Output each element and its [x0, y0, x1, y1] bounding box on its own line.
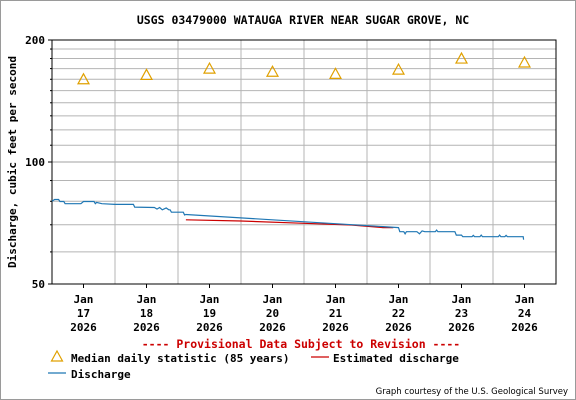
y-tick-label: 100	[25, 156, 45, 169]
series-line-discharge	[51, 198, 525, 240]
x-tick-label: 24	[518, 307, 532, 320]
legend: Median daily statistic (85 years) Estima…	[48, 349, 459, 381]
x-tick-label: Jan	[137, 293, 157, 306]
median-triangle-marker	[328, 67, 343, 79]
x-tick-label: 23	[455, 307, 468, 320]
x-tick-label: 2026	[70, 321, 97, 334]
x-tick-label: Jan	[515, 293, 535, 306]
x-tick-label: Jan	[326, 293, 346, 306]
y-tick-label: 200	[25, 34, 45, 47]
y-tick-label: 50	[32, 278, 45, 291]
x-tick-label: Jan	[452, 293, 472, 306]
x-tick-label: Jan	[263, 293, 283, 306]
x-tick-label: 21	[329, 307, 343, 320]
data-series	[51, 51, 532, 240]
provisional-notice: ---- Provisional Data Subject to Revisio…	[142, 337, 461, 351]
x-tick-label: 2026	[322, 321, 349, 334]
x-tick-label: 2026	[196, 321, 223, 334]
legend-estimated-label: Estimated discharge	[333, 352, 459, 365]
chart-title: USGS 03479000 WATAUGA RIVER NEAR SUGAR G…	[137, 13, 469, 27]
x-tick-label: 2026	[259, 321, 286, 334]
y-axis-ticks: 50 100 200	[25, 34, 52, 291]
x-tick-label: 18	[140, 307, 153, 320]
x-tick-label: 20	[266, 307, 279, 320]
x-tick-label: 19	[203, 307, 216, 320]
grid-lines	[52, 40, 556, 284]
x-tick-label: 2026	[385, 321, 412, 334]
series-line-estimated-discharge	[185, 219, 394, 229]
y-axis-label: Discharge, cubic feet per second	[6, 56, 19, 268]
x-tick-label: 22	[392, 307, 405, 320]
median-triangle-marker	[76, 72, 91, 85]
x-tick-label: 2026	[511, 321, 538, 334]
x-tick-label: Jan	[389, 293, 409, 306]
x-tick-label: 17	[77, 307, 90, 320]
median-triangle-marker	[391, 62, 406, 75]
legend-median-label: Median daily statistic (85 years)	[71, 352, 290, 365]
x-tick-label: 2026	[448, 321, 475, 334]
x-axis-ticks: Jan172026Jan182026Jan192026Jan202026Jan2…	[70, 284, 538, 334]
median-triangle-marker	[454, 51, 469, 64]
legend-median-triangle-icon	[50, 349, 64, 362]
median-triangle-marker	[139, 68, 154, 81]
median-triangle-marker	[265, 64, 280, 77]
legend-discharge-label: Discharge	[71, 368, 131, 381]
x-tick-label: 2026	[133, 321, 160, 334]
x-tick-label: Jan	[200, 293, 220, 306]
median-triangle-marker	[517, 55, 532, 68]
x-tick-label: Jan	[74, 293, 94, 306]
median-triangle-marker	[202, 61, 217, 74]
credit-text: Graph courtesy of the U.S. Geological Su…	[376, 387, 568, 397]
